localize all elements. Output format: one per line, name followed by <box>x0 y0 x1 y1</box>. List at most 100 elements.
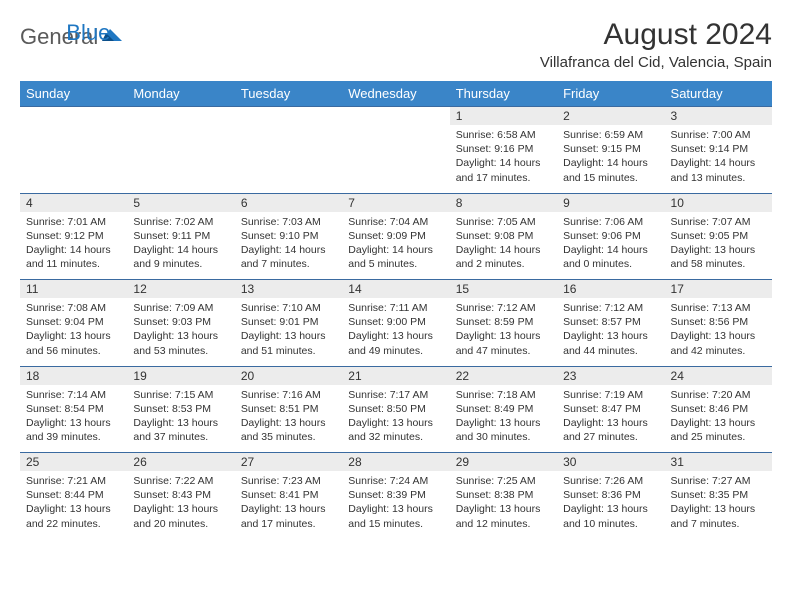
sunrise-text: Sunrise: 7:19 AM <box>563 388 658 402</box>
day-detail-cell: Sunrise: 7:27 AMSunset: 8:35 PMDaylight:… <box>665 471 772 539</box>
day-detail-cell: Sunrise: 7:10 AMSunset: 9:01 PMDaylight:… <box>235 298 342 366</box>
daylight-text: Daylight: 13 hours and 35 minutes. <box>241 416 336 444</box>
day-number-cell <box>235 107 342 126</box>
day-detail-cell <box>127 125 234 193</box>
day-detail-cell: Sunrise: 7:02 AMSunset: 9:11 PMDaylight:… <box>127 212 234 280</box>
sunset-text: Sunset: 8:39 PM <box>348 488 443 502</box>
day-detail-cell: Sunrise: 6:59 AMSunset: 9:15 PMDaylight:… <box>557 125 664 193</box>
day-detail-cell: Sunrise: 7:05 AMSunset: 9:08 PMDaylight:… <box>450 212 557 280</box>
day-detail-cell <box>20 125 127 193</box>
day-number-cell: 16 <box>557 280 664 299</box>
day-number-cell: 26 <box>127 453 234 472</box>
sunrise-text: Sunrise: 6:58 AM <box>456 128 551 142</box>
sunset-text: Sunset: 9:14 PM <box>671 142 766 156</box>
day-detail-cell: Sunrise: 7:06 AMSunset: 9:06 PMDaylight:… <box>557 212 664 280</box>
day-number-cell: 8 <box>450 193 557 212</box>
sunrise-text: Sunrise: 7:21 AM <box>26 474 121 488</box>
week-daynum-row: 123 <box>20 107 772 126</box>
day-number-cell: 11 <box>20 280 127 299</box>
day-number-cell: 19 <box>127 366 234 385</box>
sunrise-text: Sunrise: 7:22 AM <box>133 474 228 488</box>
calendar-body: 123Sunrise: 6:58 AMSunset: 9:16 PMDaylig… <box>20 107 772 540</box>
day-number-cell: 3 <box>665 107 772 126</box>
day-detail-cell: Sunrise: 7:13 AMSunset: 8:56 PMDaylight:… <box>665 298 772 366</box>
week-daynum-row: 18192021222324 <box>20 366 772 385</box>
month-title: August 2024 <box>540 18 772 52</box>
day-number-cell: 22 <box>450 366 557 385</box>
sunset-text: Sunset: 8:35 PM <box>671 488 766 502</box>
day-number-cell: 17 <box>665 280 772 299</box>
day-number-cell: 14 <box>342 280 449 299</box>
sunrise-text: Sunrise: 7:18 AM <box>456 388 551 402</box>
day-number-cell: 25 <box>20 453 127 472</box>
sunset-text: Sunset: 8:59 PM <box>456 315 551 329</box>
daylight-text: Daylight: 13 hours and 47 minutes. <box>456 329 551 357</box>
sunrise-text: Sunrise: 7:20 AM <box>671 388 766 402</box>
day-number-cell <box>127 107 234 126</box>
sunrise-text: Sunrise: 7:16 AM <box>241 388 336 402</box>
day-detail-cell <box>235 125 342 193</box>
sunset-text: Sunset: 8:41 PM <box>241 488 336 502</box>
week-detail-row: Sunrise: 7:21 AMSunset: 8:44 PM Daylight:… <box>20 471 772 539</box>
daylight-text: Daylight: 13 hours and 53 minutes. <box>133 329 228 357</box>
sunrise-text: Sunrise: 7:24 AM <box>348 474 443 488</box>
sunrise-text: Sunrise: 7:14 AM <box>26 388 121 402</box>
sunset-text: Sunset: 8:38 PM <box>456 488 551 502</box>
sunrise-text: Sunrise: 7:02 AM <box>133 215 228 229</box>
day-number-cell: 24 <box>665 366 772 385</box>
daylight-text: Daylight: 13 hours and 56 minutes. <box>26 329 121 357</box>
daylight-text: Daylight: 13 hours and 17 minutes. <box>241 502 336 530</box>
calendar-table: Sunday Monday Tuesday Wednesday Thursday… <box>20 81 772 539</box>
daylight-text: Daylight: 13 hours and 10 minutes. <box>563 502 658 530</box>
week-daynum-row: 25262728293031 <box>20 453 772 472</box>
sunrise-text: Sunrise: 7:01 AM <box>26 215 121 229</box>
sunset-text: Sunset: 9:12 PM <box>26 229 121 243</box>
sunrise-text: Sunrise: 7:04 AM <box>348 215 443 229</box>
day-detail-cell: Sunrise: 7:20 AMSunset: 8:46 PMDaylight:… <box>665 385 772 453</box>
week-daynum-row: 11121314151617 <box>20 280 772 299</box>
day-number-cell: 9 <box>557 193 664 212</box>
daylight-text: Daylight: 14 hours and 13 minutes. <box>671 156 766 184</box>
weekday-header: Tuesday <box>235 81 342 107</box>
daylight-text: Daylight: 14 hours and 5 minutes. <box>348 243 443 271</box>
day-detail-cell: Sunrise: 7:07 AMSunset: 9:05 PMDaylight:… <box>665 212 772 280</box>
day-detail-cell: Sunrise: 7:18 AMSunset: 8:49 PMDaylight:… <box>450 385 557 453</box>
day-detail-cell: Sunrise: 7:26 AMSunset: 8:36 PMDaylight:… <box>557 471 664 539</box>
daylight-text: Daylight: 13 hours and 58 minutes. <box>671 243 766 271</box>
daylight-text: Daylight: 13 hours and 32 minutes. <box>348 416 443 444</box>
daylight-text: Daylight: 14 hours and 15 minutes. <box>563 156 658 184</box>
sunrise-text: Sunrise: 7:11 AM <box>348 301 443 315</box>
day-number-cell: 31 <box>665 453 772 472</box>
day-detail-cell: Sunrise: 7:17 AMSunset: 8:50 PMDaylight:… <box>342 385 449 453</box>
weekday-header-row: Sunday Monday Tuesday Wednesday Thursday… <box>20 81 772 107</box>
sunset-text: Sunset: 9:05 PM <box>671 229 766 243</box>
sunrise-text: Sunrise: 7:15 AM <box>133 388 228 402</box>
day-detail-cell: Sunrise: 7:11 AMSunset: 9:00 PMDaylight:… <box>342 298 449 366</box>
sunset-text: Sunset: 8:47 PM <box>563 402 658 416</box>
sunset-text: Sunset: 8:44 PM <box>26 488 121 502</box>
daylight-text: Daylight: 13 hours and 15 minutes. <box>348 502 443 530</box>
daylight-text: Daylight: 13 hours and 30 minutes. <box>456 416 551 444</box>
sunset-text: Sunset: 8:50 PM <box>348 402 443 416</box>
sunset-text: Sunset: 9:11 PM <box>133 229 228 243</box>
sunrise-text: Sunrise: 7:07 AM <box>671 215 766 229</box>
sunrise-text: Sunrise: 7:12 AM <box>456 301 551 315</box>
sunrise-text: Sunrise: 7:13 AM <box>671 301 766 315</box>
sunset-text: Sunset: 9:16 PM <box>456 142 551 156</box>
week-detail-row: Sunrise: 7:01 AMSunset: 9:12 PMDaylight:… <box>20 212 772 280</box>
day-number-cell: 15 <box>450 280 557 299</box>
day-number-cell: 20 <box>235 366 342 385</box>
sunset-text: Sunset: 9:01 PM <box>241 315 336 329</box>
week-detail-row: Sunrise: 6:58 AMSunset: 9:16 PM Daylight:… <box>20 125 772 193</box>
day-number-cell: 12 <box>127 280 234 299</box>
day-number-cell: 27 <box>235 453 342 472</box>
sunrise-text: Sunrise: 7:00 AM <box>671 128 766 142</box>
sunrise-text: Sunrise: 7:23 AM <box>241 474 336 488</box>
day-detail-cell: Sunrise: 7:25 AMSunset: 8:38 PMDaylight:… <box>450 471 557 539</box>
day-number-cell: 13 <box>235 280 342 299</box>
day-detail-cell: Sunrise: 7:21 AMSunset: 8:44 PMDaylight:… <box>20 471 127 539</box>
daylight-text: Daylight: 14 hours and 11 minutes. <box>26 243 121 271</box>
title-block: August 2024 Villafranca del Cid, Valenci… <box>540 18 772 71</box>
sunset-text: Sunset: 8:57 PM <box>563 315 658 329</box>
day-detail-cell: Sunrise: 7:19 AMSunset: 8:47 PMDaylight:… <box>557 385 664 453</box>
